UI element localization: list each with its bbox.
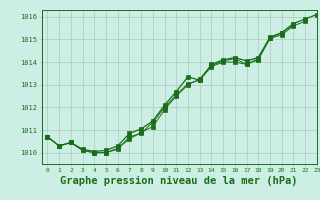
X-axis label: Graphe pression niveau de la mer (hPa): Graphe pression niveau de la mer (hPa) [60, 176, 298, 186]
